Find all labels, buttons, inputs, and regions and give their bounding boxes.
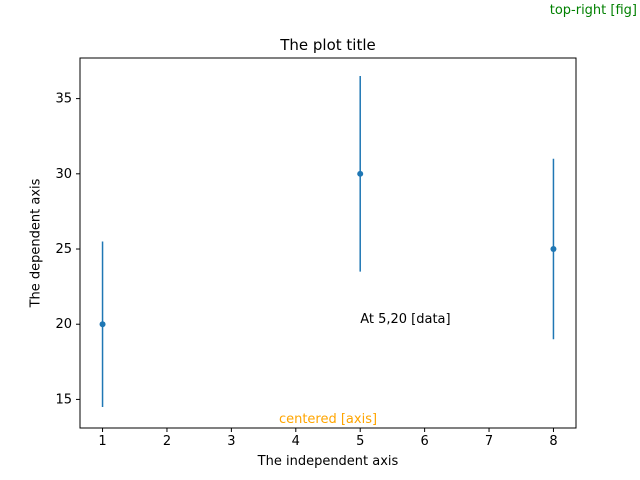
x-tick-label: 5 [356, 434, 364, 449]
y-tick-label: 20 [55, 317, 72, 332]
x-tick-label: 7 [485, 434, 493, 449]
axes-frame [79, 57, 577, 429]
data-point [357, 170, 364, 177]
y-tick-label: 35 [55, 92, 72, 107]
x-tick-label: 6 [420, 434, 428, 449]
data-annotation: At 5,20 [data] [360, 312, 451, 328]
x-tick-label: 8 [549, 434, 557, 449]
data-point [550, 246, 557, 253]
x-axis-label: The independent axis [257, 454, 399, 469]
x-tick-label: 1 [98, 434, 106, 449]
x-tick-label: 3 [227, 434, 235, 449]
y-tick-label: 25 [55, 242, 72, 257]
x-tick-label: 2 [163, 434, 171, 449]
axes-annotation: centered [axis] [278, 412, 378, 427]
figure-annotation: top-right [fig] [549, 3, 637, 18]
x-tick-label: 4 [292, 434, 300, 449]
y-tick-label: 30 [55, 167, 72, 182]
data-point [99, 321, 106, 328]
y-tick-label: 15 [55, 392, 72, 407]
plot-title: The plot title [280, 36, 376, 54]
y-axis-label: The dependent axis [28, 178, 44, 308]
